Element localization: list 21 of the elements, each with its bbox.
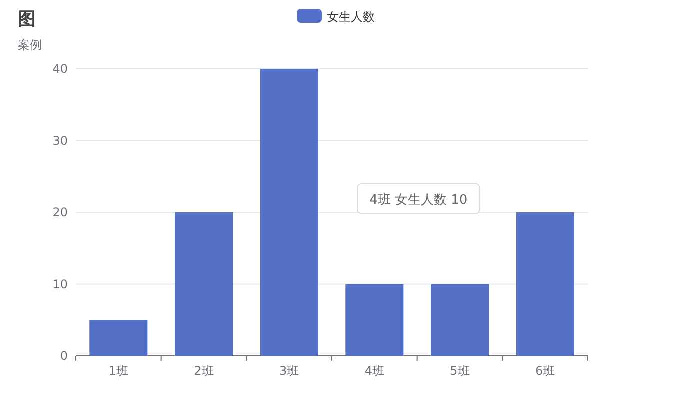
bar [90,320,148,356]
y-tick-label: 40 [52,62,68,76]
bar [516,212,574,356]
x-tick-label: 3班 [280,364,300,378]
bar [346,284,404,356]
chart-subtitle: 案例 [18,38,42,52]
x-tick-label: 5班 [450,364,470,378]
y-tick-label: 10 [52,277,68,292]
x-tick-label: 1班 [108,364,128,378]
bar [430,284,490,356]
y-tick-label: 20 [52,206,68,220]
bar [174,212,234,356]
x-tick-label: 4班 [364,364,384,378]
chart-title: 图 [18,9,36,30]
y-tick-label: 0 [60,349,68,363]
x-tick-label: 6班 [536,364,556,378]
legend-label: 女生人数 [327,10,375,24]
bar [260,69,318,356]
annotation: 4班 女生人数 10 [370,192,468,208]
x-tick-label: 2班 [194,364,214,378]
y-tick-label: 30 [52,134,68,148]
